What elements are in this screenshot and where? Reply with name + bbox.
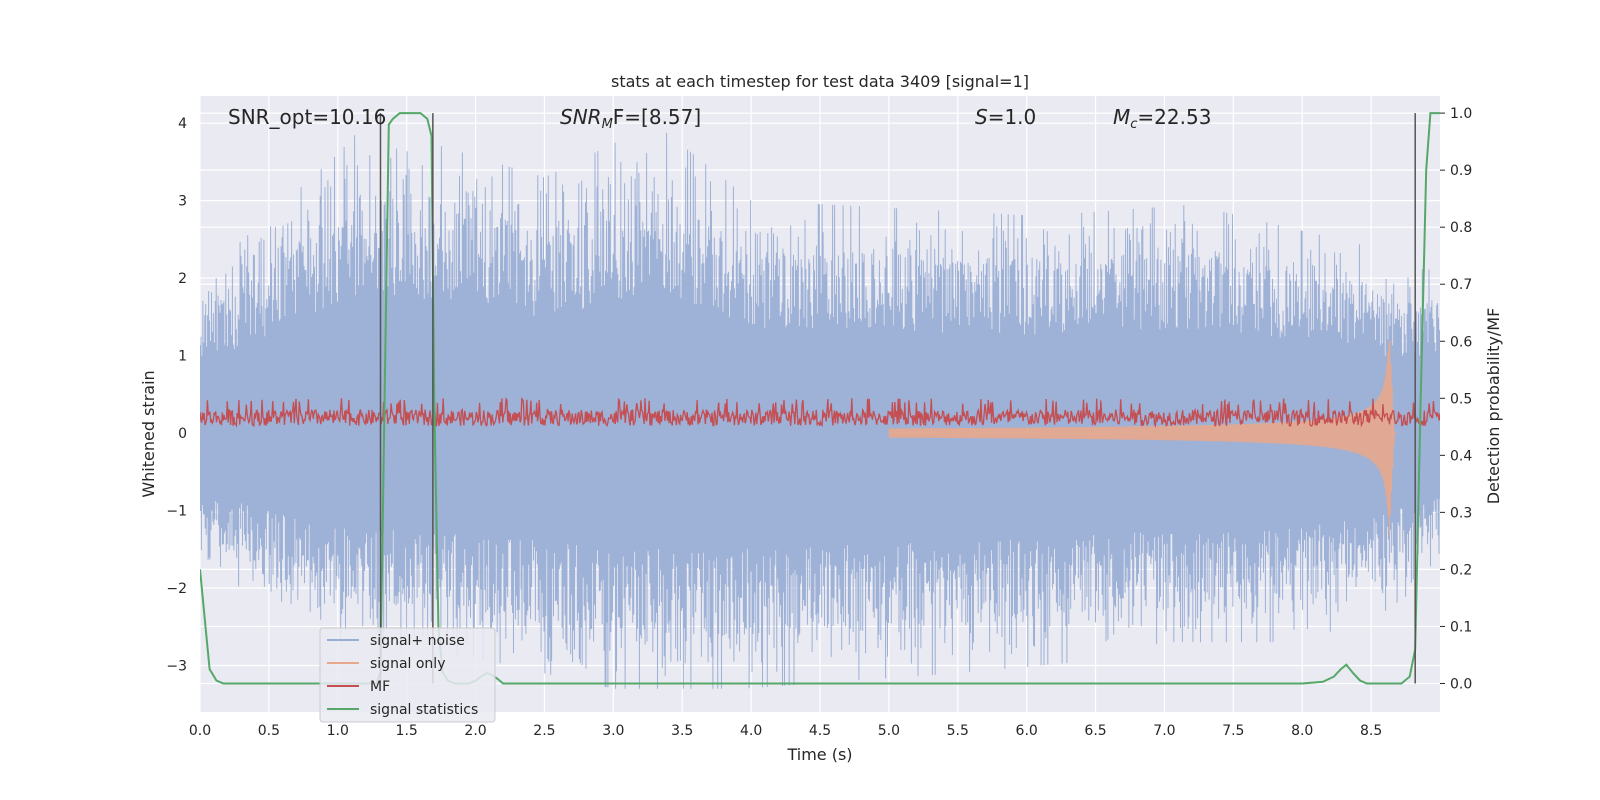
y-left-tick-label-7: 4 [178, 116, 187, 132]
annotations: SNR_opt=10.16 SNRMF=[8.57] S=1.0 Mc=22.5… [228, 105, 1211, 132]
annotation-s-tail: =1.0 [988, 105, 1037, 129]
annotation-snr-mf-tail: F=[8.57] [613, 105, 701, 129]
x-tick-label-4: 2.0 [464, 723, 486, 739]
x-tick-label-2: 1.0 [327, 723, 349, 739]
x-tick-label-3: 1.5 [396, 723, 418, 739]
legend-box [319, 627, 496, 723]
annotation-snr-opt: SNR_opt=10.16 [228, 105, 386, 129]
legend-label-mf: MF [370, 679, 390, 695]
y-right-tick-label-10: 1.0 [1450, 106, 1472, 122]
y-right-tick-label-1: 0.1 [1450, 619, 1472, 635]
y-right-tick-label-0: 0.0 [1450, 676, 1472, 692]
x-tick-label-13: 6.5 [1084, 723, 1106, 739]
series-signal-only-line [888, 339, 1398, 538]
annotation-snr-mf-sub: M [602, 117, 613, 132]
y-left-tick-label-5: 2 [178, 271, 187, 287]
annotation-mc: Mc=22.53 [1113, 105, 1211, 132]
x-tick-label-14: 7.0 [1153, 723, 1175, 739]
vertical-markers [379, 113, 1416, 684]
chart-title: stats at each timestep for test data 340… [611, 72, 1029, 91]
x-tick-label-17: 8.5 [1360, 723, 1382, 739]
annotation-mc-tail: =22.53 [1137, 105, 1211, 129]
x-tick-label-12: 6.0 [1016, 723, 1038, 739]
y-left-tick-label-2: −1 [166, 504, 187, 520]
annotation-snr-mf: SNRMF=[8.57] [560, 105, 701, 132]
y-right-tick-label-9: 0.9 [1450, 163, 1472, 179]
y-axis-left-label: Whitened strain [139, 370, 158, 497]
annotation-mc-main: M [1113, 105, 1130, 129]
x-tick-label-8: 4.0 [740, 723, 762, 739]
x-tick-label-9: 4.5 [809, 723, 831, 739]
y-axis-left-ticks: −3 −2 −1 0 1 2 3 4 [166, 116, 187, 674]
x-axis-ticks: 0.0 0.5 1.0 1.5 2.0 2.5 3.0 3.5 4.0 4.5 5.0 5.5 6.0 6… [189, 723, 1382, 739]
y-axis-right-ticks: 0.0 0.1 0.2 0.3 0.4 0.5 0.6 0.7 0.8 0.9 1.0 [1440, 106, 1472, 692]
y-left-tick-label-0: −3 [166, 659, 187, 675]
legend-label-signal: signal only [370, 656, 445, 672]
y-right-tick-label-8: 0.8 [1450, 220, 1472, 236]
series-mf-line [200, 397, 1440, 428]
y-right-tick-label-5: 0.5 [1450, 391, 1472, 407]
y-right-tick-label-4: 0.4 [1450, 448, 1472, 464]
y-right-tick-label-3: 0.3 [1450, 505, 1472, 521]
y-left-tick-label-4: 1 [178, 349, 187, 365]
x-tick-label-7: 3.5 [671, 723, 693, 739]
x-tick-label-0: 0.0 [189, 723, 211, 739]
x-tick-label-15: 7.5 [1222, 723, 1244, 739]
y-left-tick-label-3: 0 [178, 426, 187, 442]
x-tick-label-16: 8.0 [1291, 723, 1313, 739]
y-axis-right-label: Detection probability/MF [1484, 308, 1503, 505]
y-left-tick-label-1: −2 [166, 581, 187, 597]
x-tick-label-6: 3.0 [602, 723, 624, 739]
x-tick-label-1: 0.5 [258, 723, 280, 739]
x-tick-label-5: 2.5 [533, 723, 555, 739]
x-tick-label-11: 5.5 [947, 723, 969, 739]
legend: signal+ noise signal only MF signal stat… [319, 627, 496, 723]
x-axis-label: Time (s) [786, 745, 852, 764]
y-left-tick-label-6: 3 [178, 194, 187, 210]
annotation-mc-sub: c [1130, 117, 1137, 132]
legend-label-stat: signal statistics [370, 702, 478, 718]
annotation-s-main: S [975, 105, 988, 129]
annotation-snr-mf-main: SNR [560, 105, 602, 129]
y-right-tick-label-6: 0.6 [1450, 334, 1472, 350]
y-right-tick-label-7: 0.7 [1450, 277, 1472, 293]
y-right-tick-label-2: 0.2 [1450, 562, 1472, 578]
annotation-s: S=1.0 [975, 105, 1036, 129]
x-tick-label-10: 5.0 [878, 723, 900, 739]
legend-label-noise: signal+ noise [370, 633, 465, 649]
